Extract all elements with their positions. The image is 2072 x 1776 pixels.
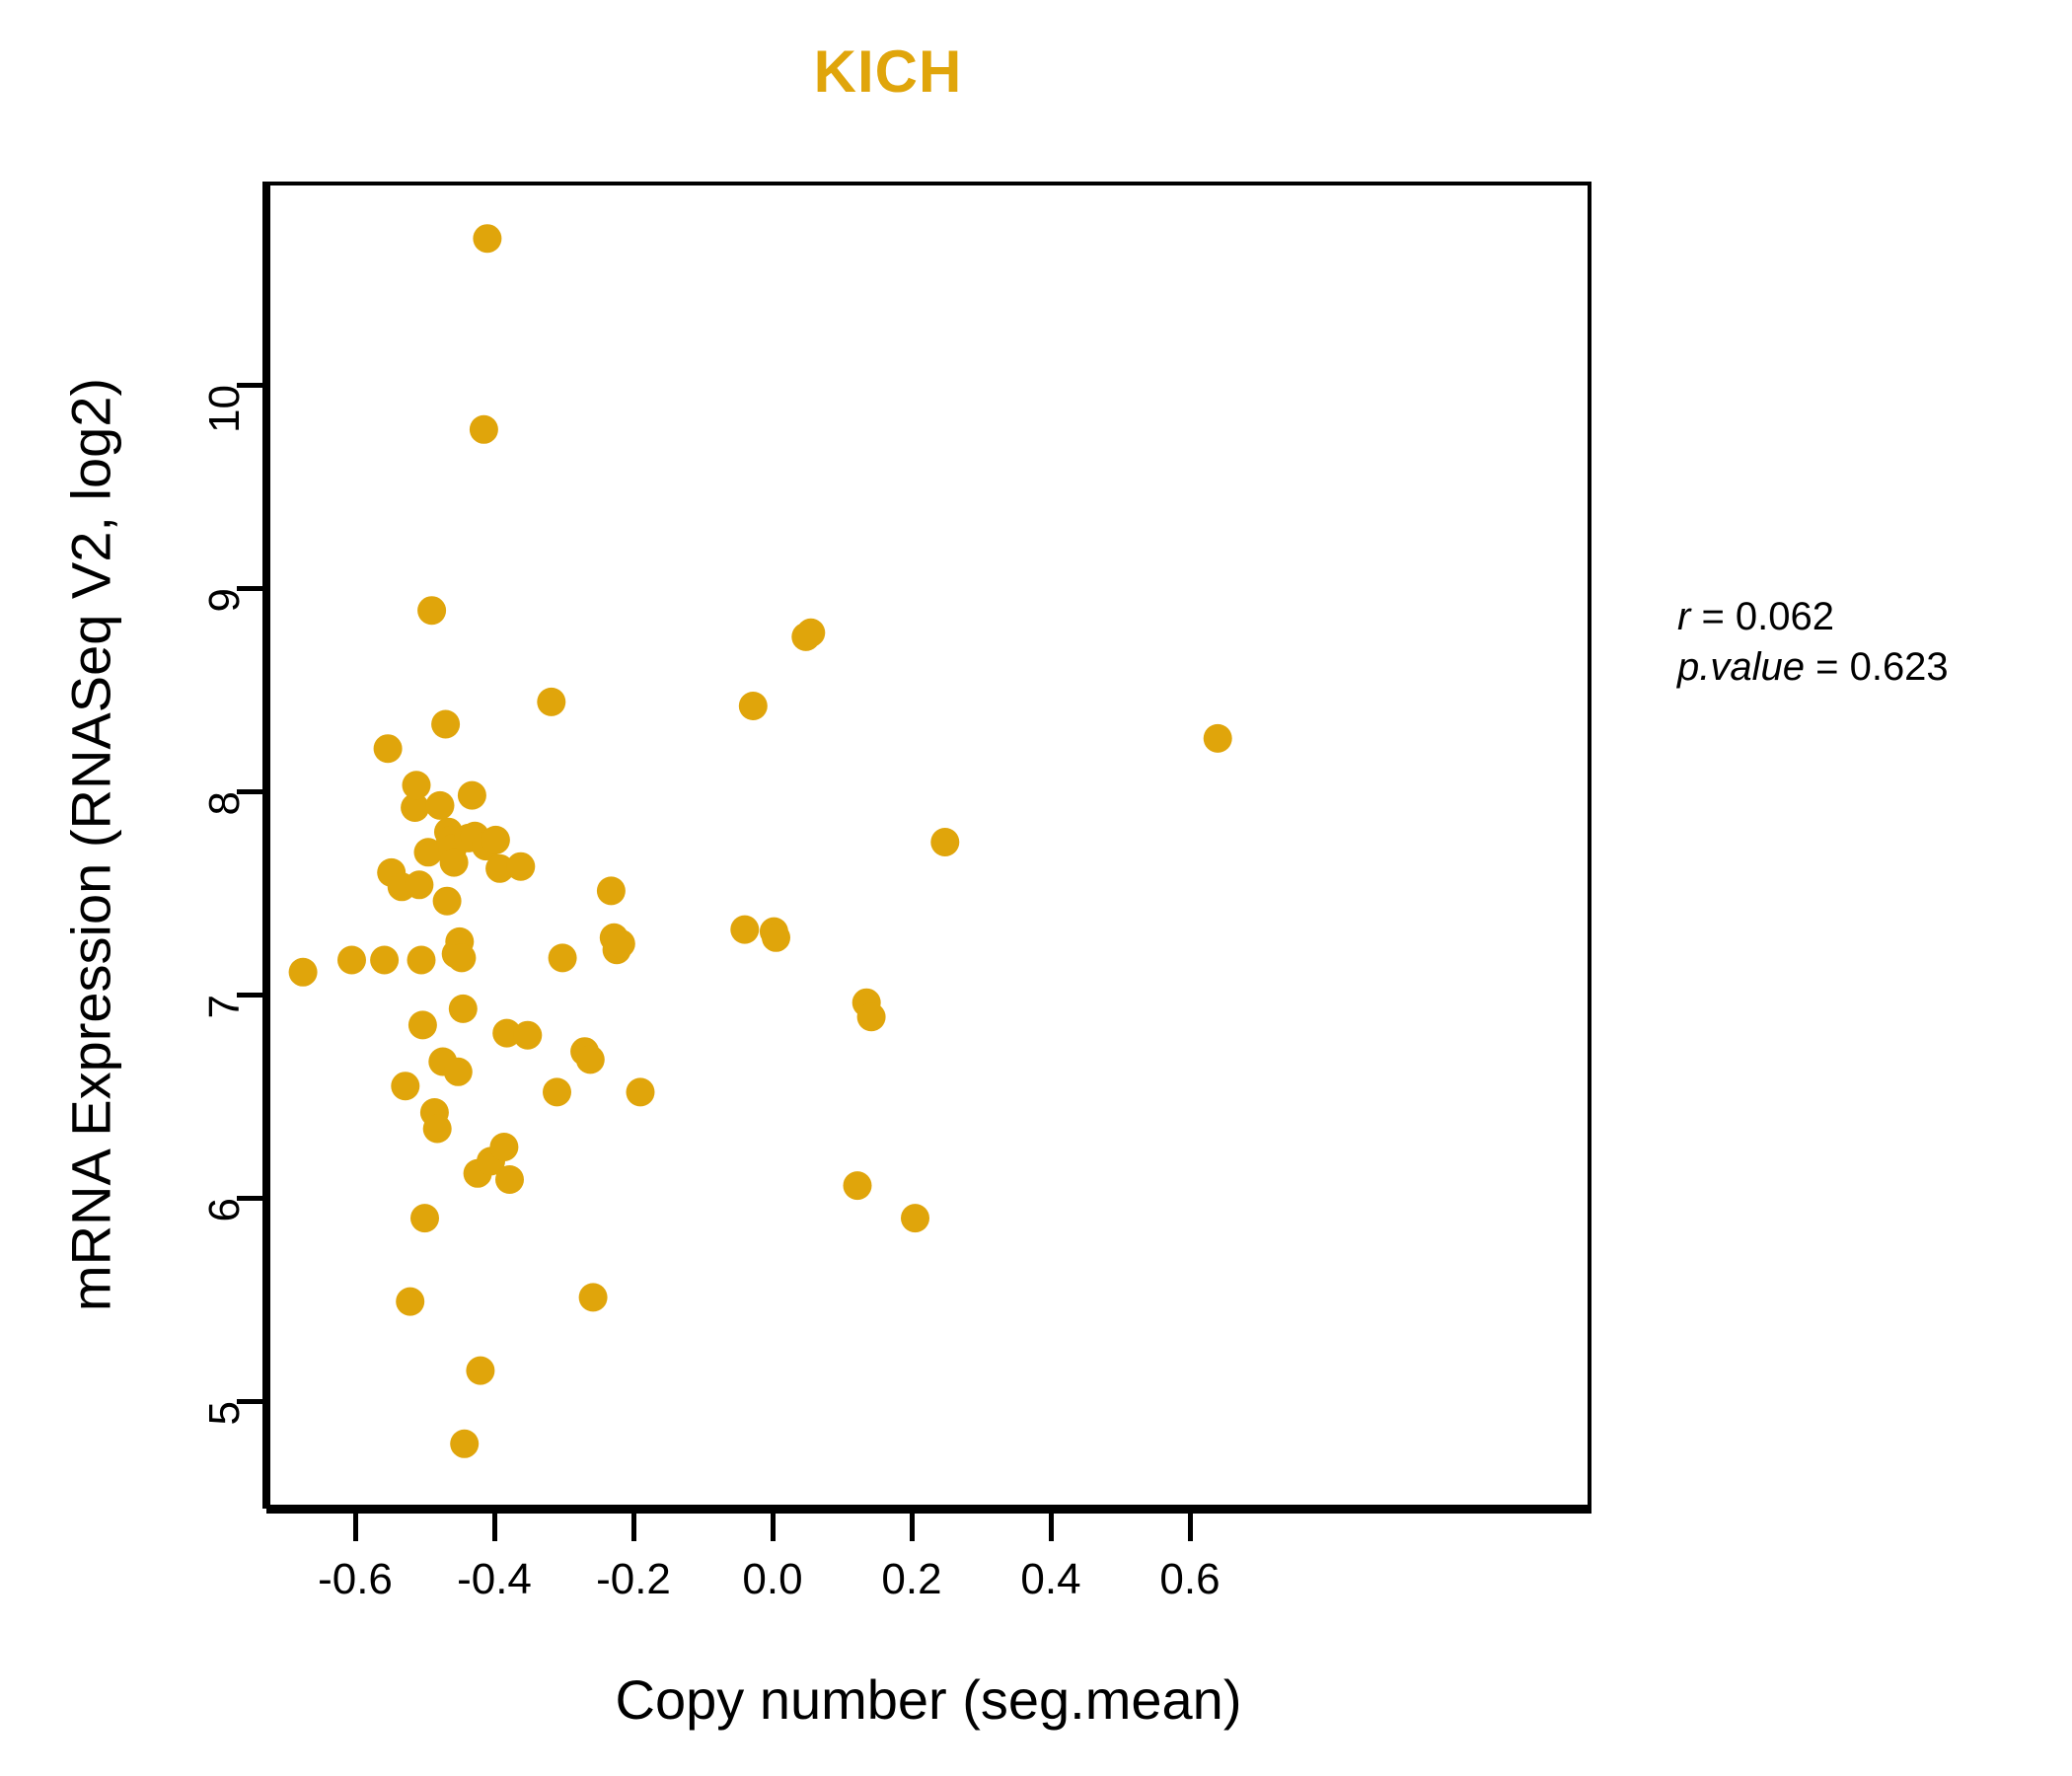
x-axis-tick-label: 0.0 — [742, 1555, 803, 1603]
x-axis-tick-label: -0.4 — [457, 1555, 532, 1603]
plot-frame — [266, 182, 1591, 1509]
p-label: p.value — [1677, 645, 1805, 690]
x-axis-tick-label: -0.2 — [596, 1555, 671, 1603]
x-axis-tick — [1188, 1514, 1193, 1541]
x-axis-tick — [771, 1514, 776, 1541]
y-axis-tick — [237, 993, 262, 998]
r-equals: = — [1690, 595, 1736, 638]
chart-title: KICH — [813, 38, 963, 105]
p-value: 0.623 — [1849, 645, 1949, 690]
correlation-line: r = 0.062 — [1677, 592, 1949, 642]
x-axis-tick-label: -0.6 — [318, 1555, 393, 1603]
y-axis-tick — [237, 1196, 262, 1201]
x-axis-tick — [492, 1514, 497, 1541]
r-value: 0.062 — [1735, 595, 1835, 638]
y-axis-tick — [237, 383, 262, 388]
y-axis-line — [262, 182, 267, 1509]
x-axis-tick — [1049, 1514, 1054, 1541]
y-axis-tick — [237, 1399, 262, 1404]
stats-annotation: r = 0.062 p.value = 0.623 — [1677, 592, 1949, 693]
x-axis-tick — [353, 1514, 358, 1541]
x-axis-line — [266, 1509, 1591, 1514]
y-axis-tick-label: 7 — [200, 995, 249, 1019]
y-axis-tick — [237, 789, 262, 794]
r-label: r — [1677, 595, 1691, 638]
x-axis-tick — [631, 1514, 636, 1541]
y-axis-tick — [237, 586, 262, 591]
y-axis-title: mRNA Expression (RNASeq V2, log2) — [59, 377, 122, 1312]
y-axis-tick-label: 9 — [200, 588, 249, 613]
p-equals: = — [1804, 645, 1850, 690]
x-axis-tick-label: 0.4 — [1020, 1555, 1081, 1603]
y-axis-tick-label: 5 — [200, 1401, 249, 1426]
x-axis-tick-label: 0.2 — [881, 1555, 942, 1603]
x-axis-title: Copy number (seg.mean) — [615, 1668, 1242, 1731]
x-axis-tick — [910, 1514, 915, 1541]
y-axis-tick-label: 10 — [200, 385, 249, 433]
y-axis-tick-label: 6 — [200, 1198, 249, 1222]
x-axis-tick-label: 0.6 — [1159, 1555, 1221, 1603]
pvalue-line: p.value = 0.623 — [1677, 642, 1949, 693]
y-axis-tick-label: 8 — [200, 791, 249, 816]
